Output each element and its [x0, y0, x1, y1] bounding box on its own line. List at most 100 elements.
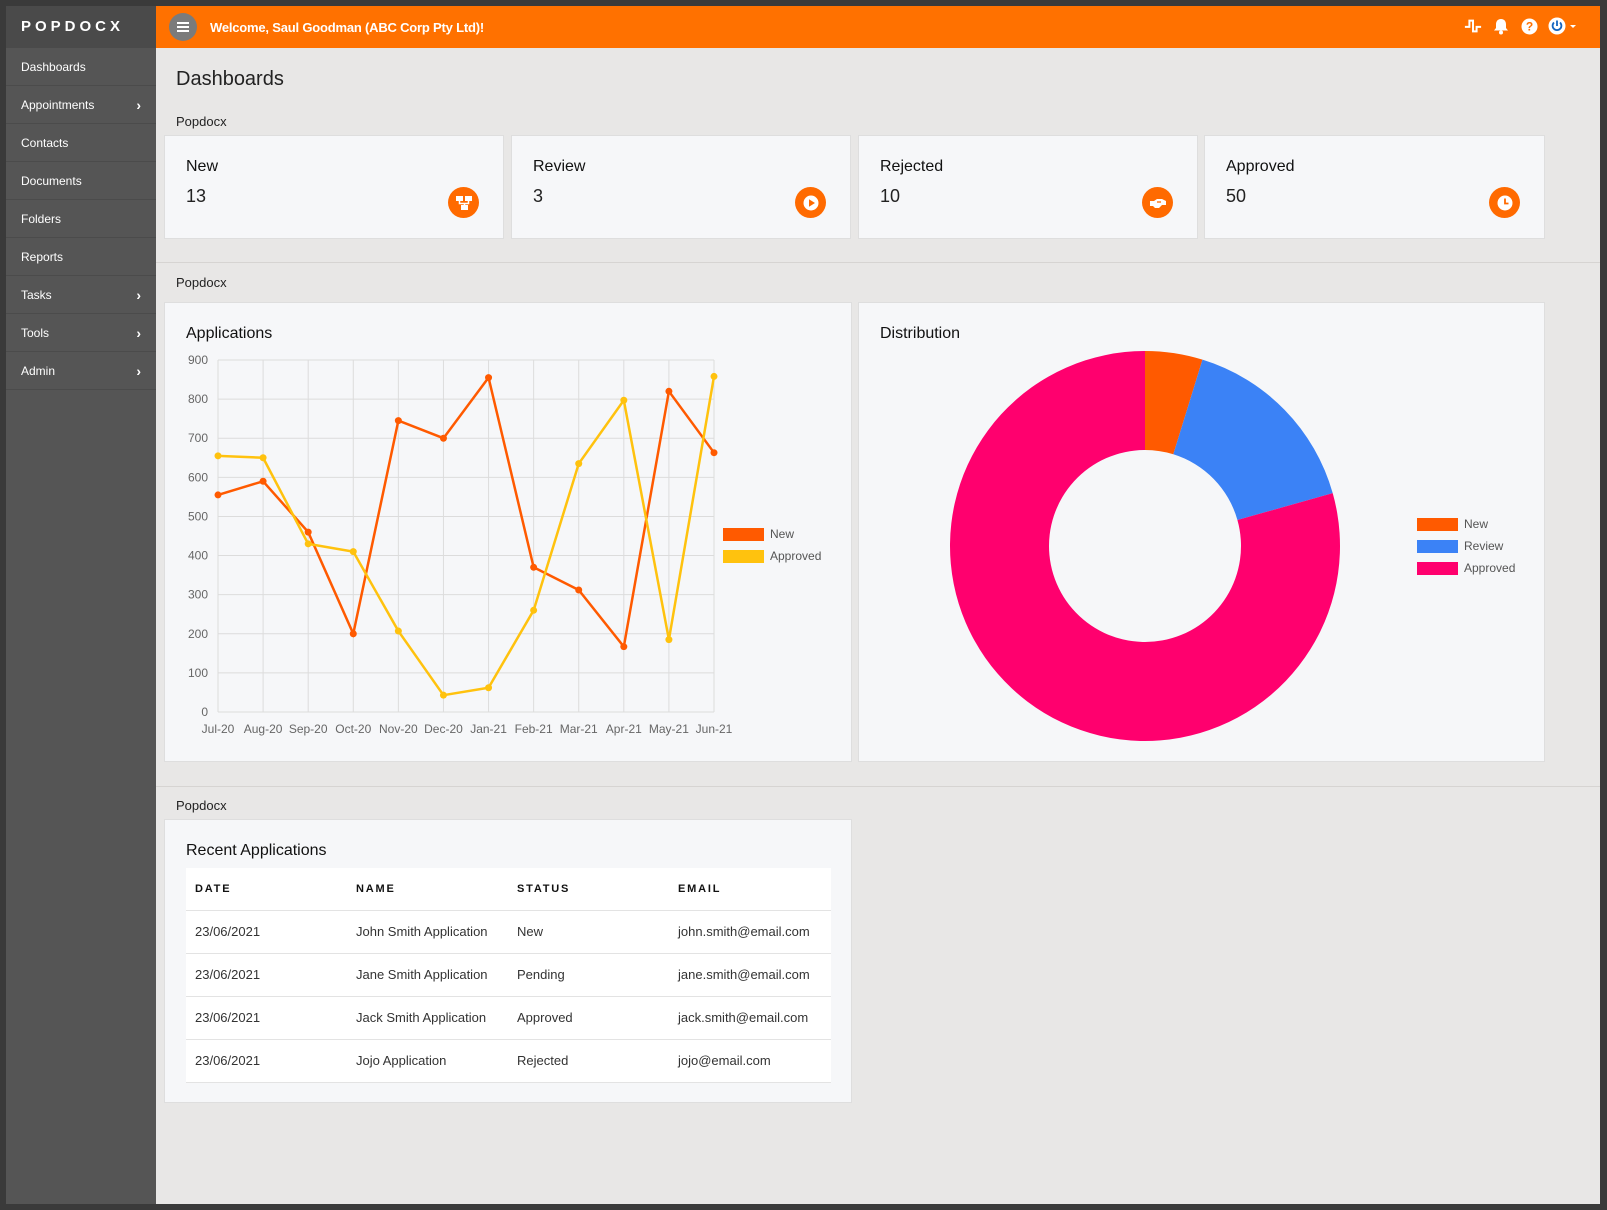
- data-point-new[interactable]: [665, 387, 673, 395]
- legend-item-approved[interactable]: Approved: [1417, 557, 1515, 579]
- card-title: Recent Applications: [186, 842, 327, 859]
- data-point-approved[interactable]: [394, 627, 402, 635]
- menu-toggle-button[interactable]: [169, 13, 197, 41]
- section-label: Popdocx: [176, 798, 227, 813]
- card-title: Distribution: [880, 325, 961, 342]
- stat-card-review[interactable]: Review 3: [511, 135, 851, 239]
- data-point-approved[interactable]: [620, 396, 628, 404]
- data-point-new[interactable]: [394, 417, 402, 425]
- table-row[interactable]: 23/06/2021 Jack Smith Application Approv…: [186, 995, 831, 1039]
- cell-email: jack.smith@email.com: [669, 995, 831, 1039]
- data-point-approved[interactable]: [665, 636, 673, 644]
- data-point-new[interactable]: [485, 374, 493, 382]
- data-point-new[interactable]: [304, 528, 312, 536]
- sidebar-item-label: Tools: [21, 325, 50, 340]
- table-row[interactable]: 23/06/2021 Jojo Application Rejected joj…: [186, 1038, 831, 1083]
- cell-email: jane.smith@email.com: [669, 952, 831, 996]
- sidebar-item-dashboards[interactable]: Dashboards: [6, 48, 156, 86]
- x-tick-label: Jan-21: [470, 722, 507, 736]
- power-icon[interactable]: [1548, 17, 1578, 35]
- legend-item-review[interactable]: Review: [1417, 535, 1515, 557]
- legend-swatch: [1417, 561, 1458, 575]
- stat-title: New: [186, 158, 219, 175]
- x-tick-label: Jun-21: [696, 722, 733, 736]
- handshake-icon: [1142, 187, 1173, 218]
- stat-card-new[interactable]: New 13: [164, 135, 504, 239]
- y-tick-label: 800: [188, 392, 208, 406]
- data-point-approved[interactable]: [259, 454, 267, 462]
- chevron-right-icon: ›: [136, 362, 141, 379]
- data-point-approved[interactable]: [485, 684, 493, 692]
- donut-slice-new[interactable]: [1145, 351, 1203, 455]
- column-header-email[interactable]: EMAIL: [678, 882, 722, 895]
- legend-item-new[interactable]: New: [1417, 513, 1515, 535]
- distribution-card: Distribution New Review Approved: [858, 302, 1545, 762]
- table-row[interactable]: 23/06/2021 John Smith Application New jo…: [186, 909, 831, 953]
- sidebar-item-label: Contacts: [21, 135, 69, 150]
- svg-text:?: ?: [1525, 19, 1532, 33]
- cell-date: 23/06/2021: [186, 952, 347, 996]
- data-point-approved[interactable]: [214, 452, 222, 460]
- help-icon[interactable]: ?: [1520, 17, 1538, 35]
- legend-item-new[interactable]: New: [723, 523, 821, 545]
- legend-item-approved[interactable]: Approved: [723, 545, 821, 567]
- x-tick-label: Sep-20: [289, 722, 328, 736]
- pulse-icon[interactable]: [1464, 17, 1482, 35]
- data-point-approved[interactable]: [349, 548, 357, 556]
- sitemap-icon: [448, 187, 479, 218]
- applications-line-chart: 900 800 700 600 500 400 300 200 100 0 Jul-20 Aug-20…: [188, 353, 733, 736]
- legend-swatch: [723, 527, 764, 541]
- data-point-new[interactable]: [530, 563, 538, 571]
- data-point-new[interactable]: [620, 643, 628, 651]
- y-tick-label: 900: [188, 353, 208, 367]
- legend-swatch: [723, 549, 764, 563]
- cell-status: Rejected: [508, 1038, 669, 1083]
- data-point-approved[interactable]: [575, 460, 583, 468]
- sidebar-item-appointments[interactable]: Appointments ›: [6, 86, 156, 124]
- sidebar-item-tools[interactable]: Tools ›: [6, 314, 156, 352]
- data-point-approved[interactable]: [439, 691, 447, 699]
- sidebar-item-admin[interactable]: Admin ›: [6, 352, 156, 390]
- data-point-new[interactable]: [710, 449, 718, 457]
- donut-slice-approved[interactable]: [950, 351, 1340, 741]
- stat-value: 13: [186, 186, 207, 206]
- cell-status: New: [508, 909, 669, 953]
- y-tick-label: 700: [188, 431, 208, 445]
- data-point-new[interactable]: [349, 630, 357, 638]
- cell-name: John Smith Application: [347, 909, 508, 953]
- stat-card-rejected[interactable]: Rejected 10: [858, 135, 1198, 239]
- data-point-new[interactable]: [575, 586, 583, 594]
- distribution-donut-chart: [950, 351, 1340, 741]
- sidebar-item-reports[interactable]: Reports: [6, 238, 156, 276]
- cell-name: Jojo Application: [347, 1038, 508, 1083]
- column-header-name[interactable]: NAME: [356, 882, 396, 895]
- sidebar-item-tasks[interactable]: Tasks ›: [6, 276, 156, 314]
- data-point-approved[interactable]: [304, 540, 312, 548]
- sidebar-item-documents[interactable]: Documents: [6, 162, 156, 200]
- bell-icon[interactable]: [1492, 17, 1510, 35]
- data-point-approved[interactable]: [530, 606, 538, 614]
- sidebar-item-folders[interactable]: Folders: [6, 200, 156, 238]
- top-bar: Welcome, Saul Goodman (ABC Corp Pty Ltd)…: [156, 6, 1600, 48]
- x-tick-label: Mar-21: [560, 722, 598, 736]
- donut-slice-review[interactable]: [1173, 359, 1333, 520]
- brand-logo[interactable]: POPDOCX: [6, 6, 156, 48]
- sidebar-item-contacts[interactable]: Contacts: [6, 124, 156, 162]
- table-row[interactable]: 23/06/2021 Jane Smith Application Pendin…: [186, 952, 831, 996]
- section-divider: [156, 786, 1600, 787]
- legend-swatch: [1417, 539, 1458, 553]
- y-tick-label: 400: [188, 549, 208, 563]
- cell-date: 23/06/2021: [186, 909, 347, 953]
- data-point-new[interactable]: [439, 434, 447, 442]
- data-point-new[interactable]: [214, 491, 222, 499]
- recent-applications-card: Recent Applications DATE NAME STATUS EMA…: [164, 819, 852, 1103]
- column-header-status[interactable]: STATUS: [517, 882, 571, 895]
- cell-status: Approved: [508, 995, 669, 1039]
- column-header-date[interactable]: DATE: [195, 882, 232, 895]
- stat-title: Approved: [1226, 158, 1295, 175]
- cell-email: jojo@email.com: [669, 1038, 831, 1083]
- applications-card: Applications 900 800 700 600 500 400 300 200 100…: [164, 302, 852, 762]
- data-point-new[interactable]: [259, 477, 267, 485]
- data-point-approved[interactable]: [710, 372, 718, 380]
- stat-card-approved[interactable]: Approved 50: [1204, 135, 1545, 239]
